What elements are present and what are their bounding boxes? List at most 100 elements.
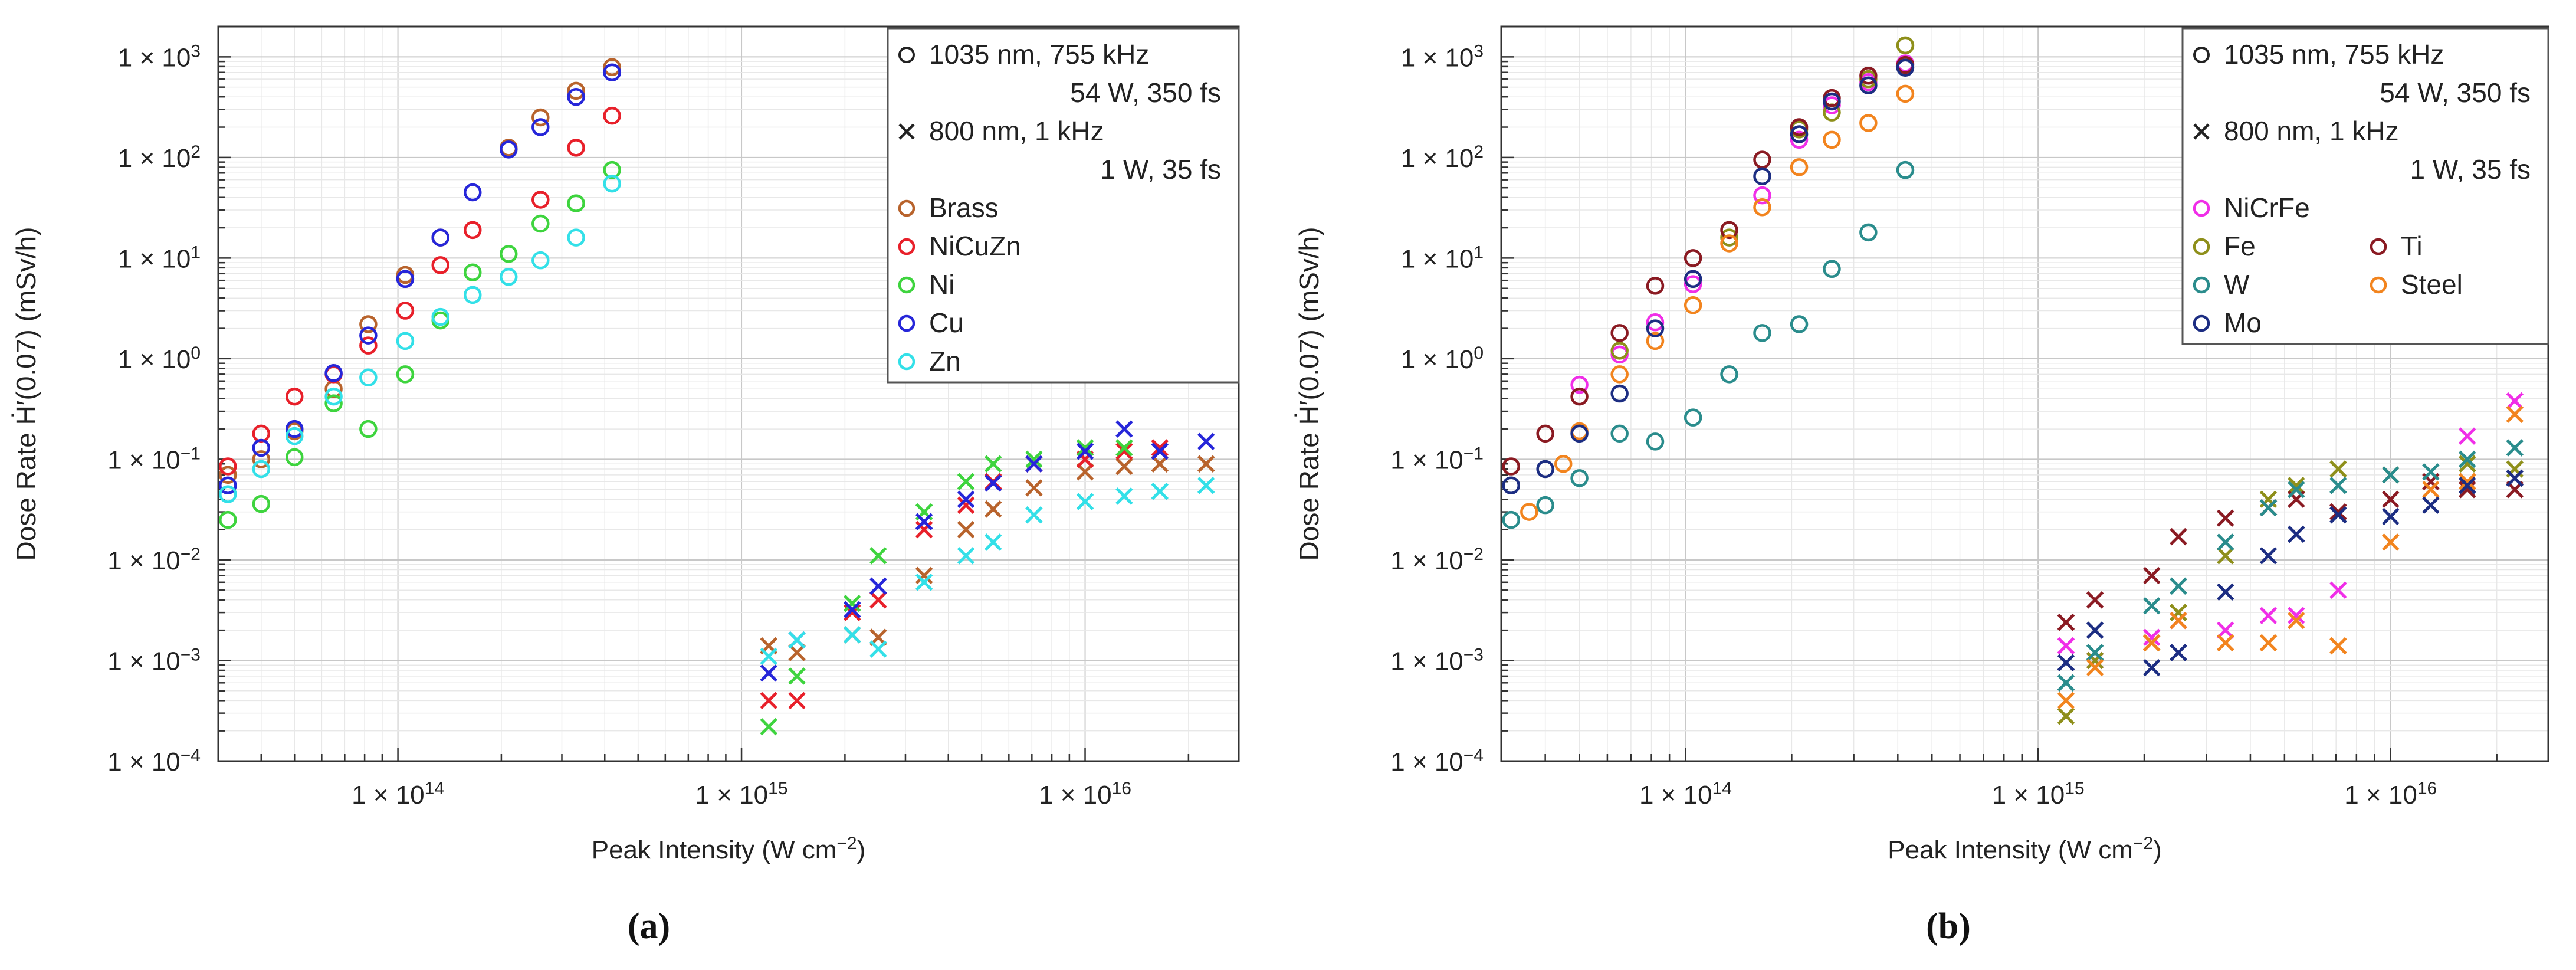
data-point-circle xyxy=(1896,160,1915,179)
data-point-circle xyxy=(1646,432,1665,451)
grid xyxy=(218,26,1239,762)
data-point-cross xyxy=(788,631,806,649)
data-point-cross xyxy=(2506,439,2524,457)
plot-frame xyxy=(1500,25,2549,762)
data-point-cross xyxy=(2288,480,2305,499)
data-point-circle xyxy=(1896,58,1915,77)
data-point-cross xyxy=(915,513,933,530)
legend-marker-circle xyxy=(2193,47,2210,63)
cross-stroke xyxy=(2506,392,2524,410)
cross-stroke xyxy=(788,692,806,710)
cross-stroke xyxy=(2458,455,2476,473)
data-point-circle xyxy=(1720,228,1738,247)
cross-stroke xyxy=(2458,480,2476,499)
cross-stroke xyxy=(2422,496,2440,514)
data-point-circle xyxy=(285,448,304,467)
data-point-cross xyxy=(2216,634,2234,652)
data-point-cross xyxy=(2170,604,2187,621)
cross-stroke xyxy=(788,631,806,649)
legend-swatch xyxy=(2193,238,2210,255)
data-point-cross xyxy=(2506,392,2524,410)
data-point-circle xyxy=(359,368,378,387)
data-point-cross xyxy=(2142,658,2161,677)
data-point-circle xyxy=(359,315,378,333)
data-point-cross xyxy=(869,640,887,658)
data-point-cross xyxy=(2086,591,2104,609)
cross-stroke xyxy=(2458,476,2476,494)
data-point-circle xyxy=(1536,460,1554,479)
data-point-circle xyxy=(396,332,415,350)
legend-swatch xyxy=(2370,238,2387,255)
cross-stroke xyxy=(984,474,1002,492)
data-point-cross xyxy=(788,667,806,685)
legend-swatch xyxy=(898,314,915,332)
data-point-circle xyxy=(1859,223,1878,242)
cross-stroke xyxy=(2422,480,2440,499)
data-point-cross xyxy=(957,473,975,491)
data-point-circle xyxy=(1646,313,1665,332)
cross-stroke xyxy=(957,473,975,491)
data-point-cross xyxy=(869,547,887,565)
cross-stroke xyxy=(869,640,887,658)
data-point-cross xyxy=(2216,533,2234,551)
cross-stroke xyxy=(2381,507,2400,526)
data-point-cross xyxy=(1151,443,1169,460)
cross-stroke xyxy=(2086,658,2104,677)
cross-stroke xyxy=(2086,644,2104,661)
data-point-cross xyxy=(788,692,806,710)
cross-stroke xyxy=(1115,443,1133,460)
data-point-circle xyxy=(603,63,621,81)
data-point-circle xyxy=(531,251,550,270)
cross-stroke xyxy=(1115,439,1133,457)
legend-material-label: Mo xyxy=(2224,307,2262,338)
data-point-cross xyxy=(1025,506,1043,524)
data-point-circle xyxy=(396,302,415,320)
data-point-cross xyxy=(2458,427,2476,445)
data-point-circle xyxy=(567,81,585,100)
cross-stroke xyxy=(1115,487,1133,505)
legend-material-label: Steel xyxy=(2401,269,2463,300)
cross-stroke xyxy=(2086,621,2104,639)
data-point-circle xyxy=(531,118,550,136)
cross-stroke xyxy=(2506,405,2524,423)
data-point-circle xyxy=(1610,365,1629,384)
cross-stroke xyxy=(1197,455,1215,473)
legend-swatch xyxy=(2193,314,2210,332)
data-point-circle xyxy=(1859,76,1878,95)
data-point-cross xyxy=(2057,674,2075,692)
y-tick-label: 1 × 102 xyxy=(118,142,201,173)
data-point-circle xyxy=(567,194,585,212)
data-point-circle xyxy=(1570,469,1589,487)
legend-setup-line1: 800 nm, 1 kHz xyxy=(2224,116,2399,146)
data-point-cross xyxy=(2216,547,2234,565)
cross-stroke xyxy=(2381,466,2400,484)
data-point-cross xyxy=(2142,597,2161,615)
cross-stroke xyxy=(915,574,933,591)
legend-swatch xyxy=(898,276,915,294)
cross-stroke xyxy=(1115,457,1133,476)
legend: 1035 nm, 755 kHz 54 W, 350 fs 800 nm, 1 kH… xyxy=(2181,27,2549,345)
legend-swatch xyxy=(2370,276,2387,294)
cross-stroke xyxy=(2170,611,2187,630)
data-point-circle xyxy=(1646,319,1665,337)
y-tick-label: 1 × 101 xyxy=(1401,242,1484,273)
cross-stroke xyxy=(2381,533,2400,551)
data-point-circle xyxy=(463,183,482,202)
cross-stroke xyxy=(843,601,861,619)
data-point-cross xyxy=(2458,450,2476,468)
data-point-circle xyxy=(500,268,518,286)
data-point-circle xyxy=(252,438,271,457)
cross-stroke xyxy=(1025,450,1043,468)
cross-stroke xyxy=(2216,509,2234,527)
data-point-circle xyxy=(531,108,550,127)
data-point-cross xyxy=(915,520,933,539)
series-steel xyxy=(1520,84,2524,710)
cross-stroke xyxy=(984,455,1002,473)
data-point-cross xyxy=(2329,581,2347,599)
legend-box xyxy=(2181,27,2549,345)
cross-stroke xyxy=(957,496,975,514)
data-point-cross xyxy=(760,717,777,736)
data-point-circle xyxy=(1536,424,1554,443)
cross-stroke xyxy=(2142,634,2161,652)
data-point-circle xyxy=(1554,454,1573,473)
